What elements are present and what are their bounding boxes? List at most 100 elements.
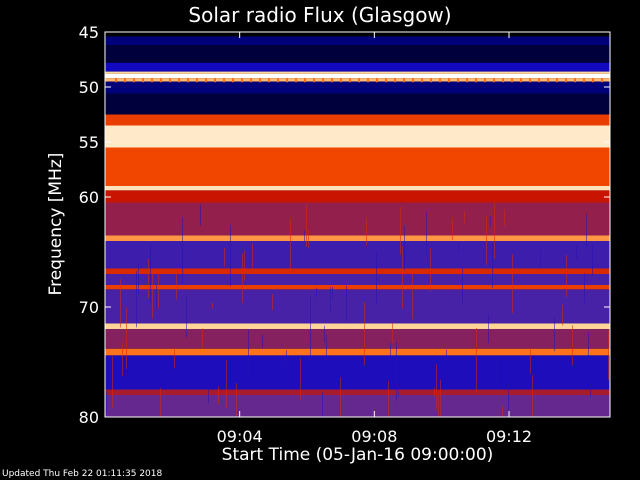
texture-dot <box>430 78 432 83</box>
texture-streak <box>452 218 453 240</box>
texture-streak <box>412 270 413 320</box>
texture-dot <box>421 78 423 83</box>
texture-streak <box>458 243 459 251</box>
plot-frame <box>104 31 611 418</box>
band-7 <box>105 81 610 94</box>
texture-dot <box>493 78 495 83</box>
band-6 <box>105 78 610 82</box>
texture-streak <box>282 356 283 364</box>
texture-streak <box>540 249 541 268</box>
texture-streak <box>346 285 347 322</box>
texture-dot <box>196 78 198 83</box>
texture-streak <box>462 268 463 304</box>
band-1 <box>105 36 610 46</box>
texture-streak <box>436 364 437 411</box>
x-tick-label: 09:08 <box>351 427 397 446</box>
band-10 <box>105 125 610 148</box>
band-15 <box>105 235 610 241</box>
texture-streak <box>286 350 287 374</box>
texture-streak <box>322 391 323 417</box>
texture-dot <box>124 78 126 83</box>
texture-dot <box>250 78 252 83</box>
texture-dot <box>214 78 216 83</box>
y-tick-label: 80 <box>79 408 99 427</box>
texture-streak <box>496 359 497 385</box>
band-25 <box>105 389 610 395</box>
y-tick-label: 45 <box>79 23 99 42</box>
texture-streak <box>426 211 427 255</box>
texture-dot <box>286 78 288 83</box>
texture-streak <box>332 287 333 299</box>
texture-streak <box>180 370 181 381</box>
spectrogram-bands <box>105 32 610 417</box>
texture-dot <box>574 78 576 83</box>
texture-dot <box>601 78 603 83</box>
texture-streak <box>106 390 107 415</box>
texture-dot <box>232 78 234 83</box>
texture-dot <box>223 78 225 83</box>
texture-streak <box>158 270 159 309</box>
texture-dot <box>304 78 306 83</box>
texture-streak <box>554 317 555 352</box>
texture-dot <box>133 78 135 83</box>
texture-dot <box>565 78 567 83</box>
texture-dot <box>385 78 387 83</box>
texture-streak <box>138 263 139 296</box>
texture-streak <box>590 374 591 397</box>
texture-streak <box>306 204 307 247</box>
texture-streak <box>502 405 503 417</box>
texture-streak <box>388 380 389 417</box>
texture-dot <box>457 78 459 83</box>
texture-streak <box>136 271 137 328</box>
texture-dot <box>178 78 180 83</box>
texture-streak <box>226 359 227 408</box>
texture-streak <box>300 358 301 401</box>
chart-title: Solar radio Flux (Glasgow) <box>188 3 452 27</box>
texture-dot <box>349 78 351 83</box>
band-3 <box>105 62 610 72</box>
texture-streak <box>508 377 509 417</box>
texture-streak <box>150 241 151 303</box>
band-14 <box>105 202 610 236</box>
texture-dot <box>439 78 441 83</box>
texture-streak <box>392 322 393 343</box>
texture-streak <box>390 342 391 375</box>
texture-streak <box>148 258 149 299</box>
texture-dot <box>358 78 360 83</box>
texture-streak <box>252 243 253 268</box>
band-12 <box>105 186 610 191</box>
texture-streak <box>512 254 513 314</box>
texture-dot <box>295 78 297 83</box>
texture-dot <box>241 78 243 83</box>
texture-streak <box>562 304 563 326</box>
texture-dot <box>556 78 558 83</box>
texture-streak <box>488 313 489 344</box>
texture-dot <box>151 78 153 83</box>
band-4 <box>105 71 610 74</box>
texture-streak <box>248 329 249 380</box>
y-tick-label: 55 <box>79 133 99 152</box>
texture-streak <box>572 325 573 366</box>
band-20 <box>105 289 610 324</box>
texture-streak <box>224 248 225 267</box>
texture-dot <box>511 78 513 83</box>
texture-dot <box>520 78 522 83</box>
texture-streak <box>532 375 533 417</box>
texture-streak <box>174 347 175 369</box>
texture-streak <box>186 295 187 338</box>
band-17 <box>105 268 610 274</box>
texture-streak <box>272 293 273 310</box>
band-16 <box>105 241 610 269</box>
texture-streak <box>236 383 237 417</box>
texture-dot <box>538 78 540 83</box>
texture-dot <box>547 78 549 83</box>
texture-streak <box>316 287 317 298</box>
spectrogram-texture <box>106 78 609 417</box>
texture-streak <box>230 225 231 287</box>
texture-streak <box>324 325 325 342</box>
band-21 <box>105 323 610 329</box>
texture-streak <box>490 216 491 227</box>
band-9 <box>105 114 610 126</box>
texture-dot <box>475 78 477 83</box>
